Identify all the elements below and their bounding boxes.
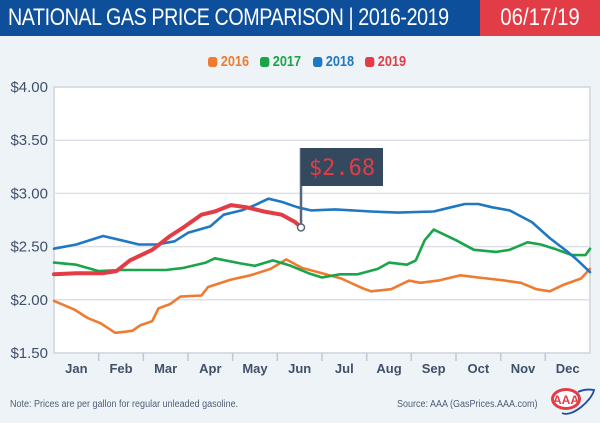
- y-tick-label: $3.00: [10, 185, 48, 202]
- legend-item-2017: 2017: [260, 53, 301, 71]
- series-line-2017: [52, 228, 592, 279]
- y-tick-label: $2.00: [10, 292, 48, 309]
- x-tick-label: Sep: [422, 361, 446, 376]
- series-line-2019: [52, 203, 303, 277]
- flag-price-label: $2.68: [309, 156, 375, 181]
- x-tick-label: Oct: [467, 361, 489, 376]
- series-line-2016: [52, 258, 592, 335]
- legend-swatch: [260, 57, 270, 67]
- legend-item-2016: 2016: [208, 53, 249, 71]
- chart-title: NATIONAL GAS PRICE COMPARISON | 2016-201…: [8, 4, 449, 31]
- y-tick-label: $3.50: [10, 132, 48, 149]
- legend-label: 2018: [325, 53, 354, 70]
- legend-swatch: [312, 57, 323, 67]
- svg-text:AAA: AAA: [553, 393, 579, 407]
- flag-box: [301, 148, 384, 186]
- x-tick-label: May: [242, 361, 268, 376]
- date-text: 06/17/19: [500, 4, 580, 31]
- header-bar: NATIONAL GAS PRICE COMPARISON | 2016-201…: [0, 0, 600, 36]
- legend-label: 2017: [273, 53, 302, 70]
- y-tick-label: $2.50: [10, 239, 48, 256]
- x-tick-label: Jan: [65, 361, 87, 376]
- legend-label: 2019: [377, 53, 407, 70]
- x-tick-label: Feb: [109, 361, 132, 376]
- y-tick-label: $1.50: [10, 345, 48, 362]
- x-tick-label: Jun: [288, 361, 311, 376]
- legend-swatch: [365, 57, 375, 67]
- y-tick-label: $4.00: [10, 79, 48, 96]
- date-badge: 06/17/19: [480, 0, 600, 36]
- chart-legend: 2016 2017 2018 2019: [208, 53, 408, 71]
- x-tick-label: Dec: [556, 361, 580, 376]
- plot-area: [53, 86, 591, 354]
- x-tick-label: Nov: [511, 361, 536, 376]
- x-tick-label: Mar: [154, 361, 177, 376]
- legend-swatch: [208, 57, 218, 67]
- x-tick-label: Apr: [199, 361, 221, 376]
- footnote: Note: Prices are per gallon for regular …: [10, 399, 239, 410]
- source-credit: Source: AAA (GasPrices.AAA.com): [397, 399, 538, 410]
- legend-label: 2016: [220, 53, 250, 70]
- aaa-logo-icon: AAA: [551, 388, 596, 415]
- series-line-2018: [52, 197, 592, 274]
- legend-item-2019: 2019: [365, 53, 406, 71]
- flag-endpoint-marker: [296, 223, 306, 232]
- legend-item-2018: 2018: [312, 53, 354, 71]
- x-tick-label: Jul: [335, 361, 354, 376]
- x-tick-label: Aug: [376, 361, 401, 376]
